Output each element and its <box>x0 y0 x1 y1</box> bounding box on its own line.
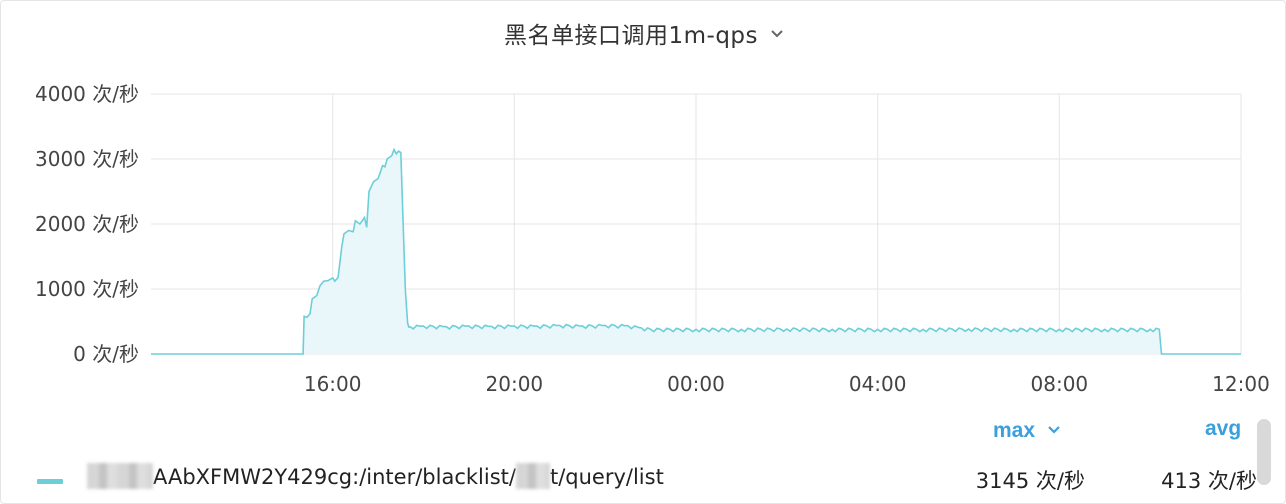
series-color-swatch[interactable] <box>37 479 63 484</box>
legend-max-header[interactable]: max <box>993 417 1061 443</box>
redacted-blur <box>515 463 550 489</box>
series-name[interactable]: AAbXFMW2Y429cg:/inter/blacklist/t/query/… <box>87 463 664 489</box>
chevron-down-icon[interactable] <box>1047 417 1061 441</box>
legend-scrollbar[interactable] <box>1257 419 1271 485</box>
series-area <box>151 149 1241 354</box>
x-tick-label: 08:00 <box>1031 372 1089 396</box>
x-tick-label: 00:00 <box>667 372 725 396</box>
y-tick-label: 4000 次/秒 <box>35 82 139 106</box>
series-avg-value: 413 次/秒 <box>1161 469 1257 493</box>
panel-header[interactable]: 黑名单接口调用1m-qps <box>1 15 1286 51</box>
y-tick-label: 0 次/秒 <box>73 342 139 366</box>
qps-chart: 0 次/秒 1000 次/秒 2000 次/秒 3000 次/秒 4000 次/秒 16:… <box>35 82 1270 396</box>
chevron-down-icon[interactable] <box>770 26 784 44</box>
x-tick-label: 16:00 <box>304 372 362 396</box>
x-tick-label: 12:00 <box>1212 372 1270 396</box>
y-tick-label: 2000 次/秒 <box>35 212 139 236</box>
x-tick-label: 04:00 <box>849 372 907 396</box>
redacted-blur <box>87 463 153 489</box>
legend-avg-header[interactable]: avg <box>1205 417 1242 440</box>
y-tick-label: 1000 次/秒 <box>35 277 139 301</box>
series-max-value: 3145 次/秒 <box>975 469 1085 493</box>
panel-title[interactable]: 黑名单接口调用1m-qps <box>503 23 759 49</box>
series-line <box>151 147 1241 355</box>
legend-max-label[interactable]: max <box>993 419 1036 442</box>
x-tick-label: 20:00 <box>486 372 544 396</box>
y-tick-label: 3000 次/秒 <box>35 147 139 171</box>
series-name-text: AAbXFMW2Y429cg:/inter/blacklist/ <box>153 465 516 489</box>
series-name-tail: t/query/list <box>549 465 664 489</box>
legend-row[interactable]: AAbXFMW2Y429cg:/inter/blacklist/t/query/… <box>1 459 1286 499</box>
